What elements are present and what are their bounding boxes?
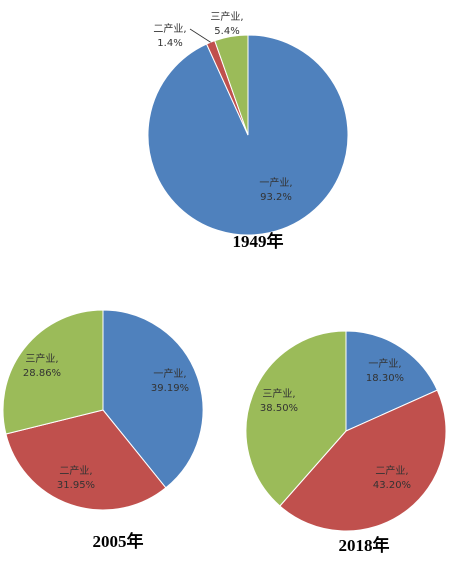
leader-line [189, 28, 211, 43]
slice-value-label: 5.4% [214, 26, 239, 37]
pie-slice [279, 389, 447, 532]
slice-category-label: 三产业, [262, 387, 295, 400]
slice-value-label: 31.95% [57, 480, 95, 491]
pie-slice [214, 34, 249, 136]
chart-title: 2018年 [339, 535, 390, 555]
slice-category-label: 二产业, [153, 22, 186, 35]
pie-slice [102, 309, 204, 489]
slice-value-label: 1.4% [157, 38, 182, 49]
slice-category-label: 二产业, [375, 464, 408, 477]
chart-title: 2005年 [93, 531, 144, 551]
slice-value-label: 18.30% [366, 373, 404, 384]
pie-slice [5, 409, 167, 511]
slice-category-label: 二产业, [59, 464, 92, 477]
slice-category-label: 一产业, [153, 367, 186, 380]
pie-slice [245, 330, 347, 507]
slice-category-label: 三产业, [25, 352, 58, 365]
slice-value-label: 39.19% [151, 383, 189, 394]
slice-value-label: 28.86% [23, 368, 61, 379]
pie-slice [345, 330, 438, 432]
slice-value-label: 43.20% [373, 480, 411, 491]
slice-category-label: 三产业, [210, 10, 243, 23]
pie-slice [2, 309, 104, 435]
slice-category-label: 一产业, [368, 357, 401, 370]
slice-category-label: 一产业, [259, 176, 292, 189]
chart-title: 1949年 [233, 231, 284, 251]
slice-value-label: 93.2% [260, 192, 292, 203]
slice-value-label: 38.50% [260, 403, 298, 414]
